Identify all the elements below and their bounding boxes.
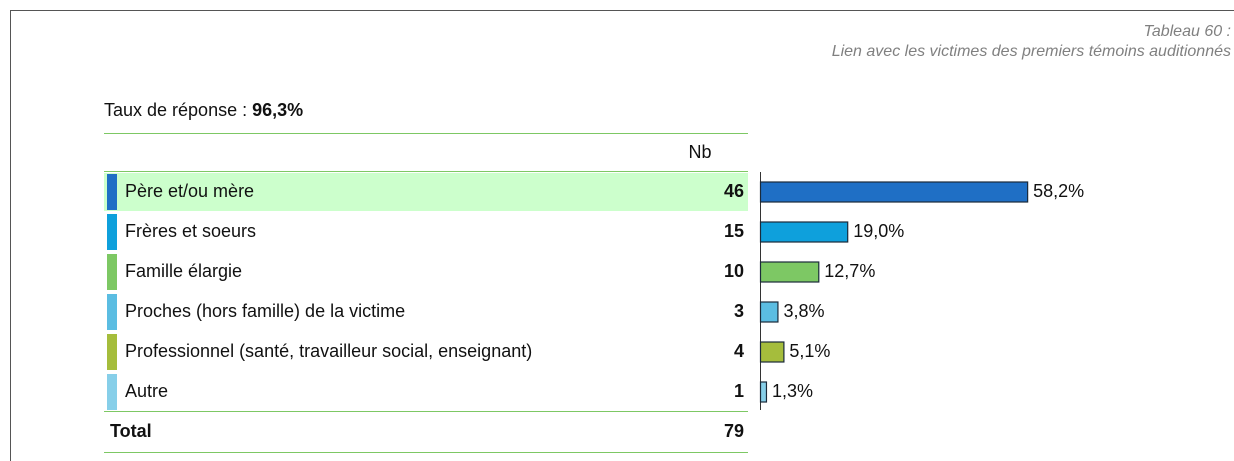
- row-nb: 1: [734, 381, 744, 401]
- row-label: Professionnel (santé, travailleur social…: [125, 341, 532, 361]
- bar: [759, 181, 1029, 203]
- row-nb: 46: [724, 181, 744, 201]
- row-nb: 15: [724, 221, 744, 241]
- total-label: Total: [110, 421, 152, 441]
- table-title: Lien avec les victimes des premiers témo…: [832, 43, 1231, 60]
- bar: [759, 301, 779, 323]
- table-number: Tableau 60 :: [1144, 23, 1231, 40]
- total-nb: 79: [724, 421, 744, 441]
- bar: [759, 261, 820, 283]
- bar: [759, 221, 849, 243]
- bar: [759, 341, 785, 363]
- row-label: Frères et soeurs: [125, 221, 256, 241]
- row-nb: 10: [724, 261, 744, 281]
- bar-label: 12,7%: [824, 261, 875, 281]
- row-nb: 4: [734, 341, 744, 361]
- row-label: Famille élargie: [125, 261, 242, 281]
- row-label: Proches (hors famille) de la victime: [125, 301, 405, 321]
- column-header: Nb: [688, 142, 711, 162]
- bar: [759, 381, 768, 403]
- row-marker: [107, 334, 117, 370]
- row-marker: [107, 374, 117, 410]
- bar-label: 5,1%: [789, 341, 830, 361]
- row-highlight: [104, 173, 748, 211]
- row-marker: [107, 174, 117, 210]
- row-marker: [107, 254, 117, 290]
- bar-label: 1,3%: [772, 381, 813, 401]
- row-label: Père et/ou mère: [125, 181, 254, 201]
- bar-label: 19,0%: [853, 221, 904, 241]
- response-rate: Taux de réponse : 96,3%: [104, 100, 303, 120]
- row-label: Autre: [125, 381, 168, 401]
- row-nb: 3: [734, 301, 744, 321]
- row-marker: [107, 294, 117, 330]
- bar-label: 58,2%: [1033, 181, 1084, 201]
- bar-label: 3,8%: [783, 301, 824, 321]
- row-marker: [107, 214, 117, 250]
- response-value: 96,3%: [252, 100, 303, 120]
- response-label: Taux de réponse :: [104, 100, 247, 120]
